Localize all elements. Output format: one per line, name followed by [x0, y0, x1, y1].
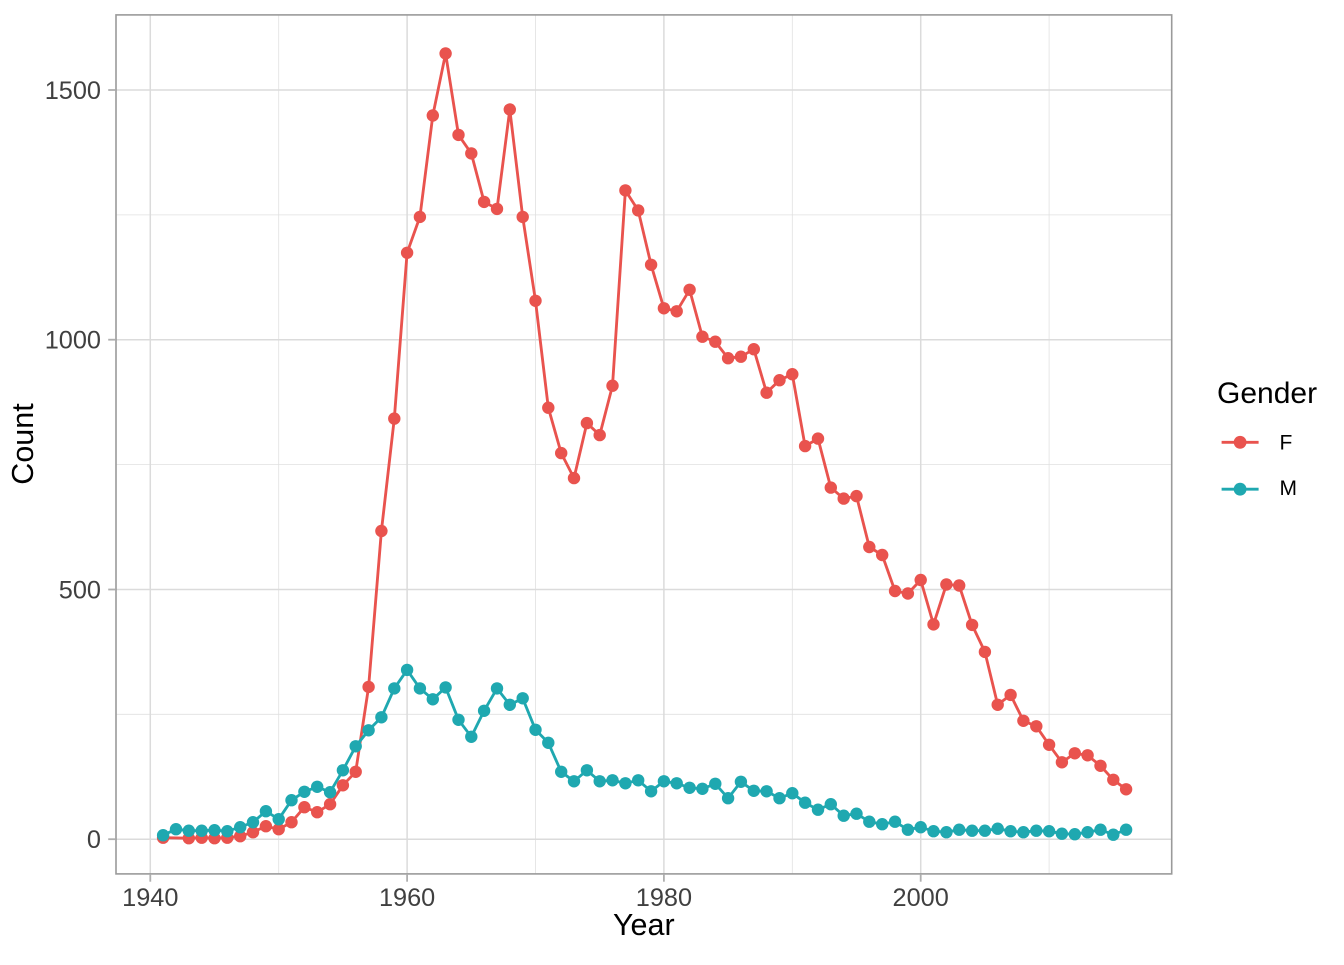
svg-text:1000: 1000	[45, 327, 101, 355]
svg-text:2000: 2000	[893, 884, 949, 912]
svg-text:1960: 1960	[379, 884, 435, 912]
svg-text:1940: 1940	[122, 884, 178, 912]
svg-text:F: F	[1280, 432, 1293, 455]
svg-text:1980: 1980	[636, 884, 692, 912]
svg-text:Year: Year	[613, 908, 675, 942]
svg-text:Gender: Gender	[1217, 377, 1317, 410]
svg-text:500: 500	[59, 577, 101, 605]
svg-text:0: 0	[87, 826, 101, 854]
svg-text:1500: 1500	[45, 77, 101, 105]
svg-text:M: M	[1280, 477, 1298, 500]
svg-text:Count: Count	[6, 403, 40, 485]
